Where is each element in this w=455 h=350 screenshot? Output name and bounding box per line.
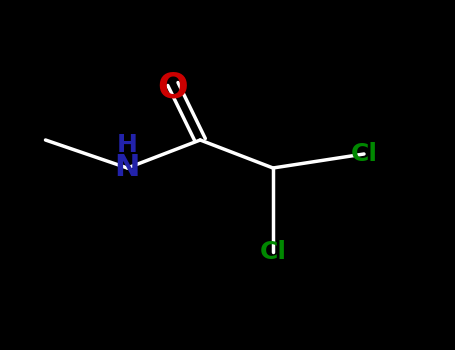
Text: Cl: Cl: [350, 142, 378, 166]
Text: H: H: [117, 133, 138, 157]
Text: Cl: Cl: [259, 240, 287, 264]
Text: O: O: [157, 70, 188, 105]
Text: N: N: [115, 154, 140, 182]
